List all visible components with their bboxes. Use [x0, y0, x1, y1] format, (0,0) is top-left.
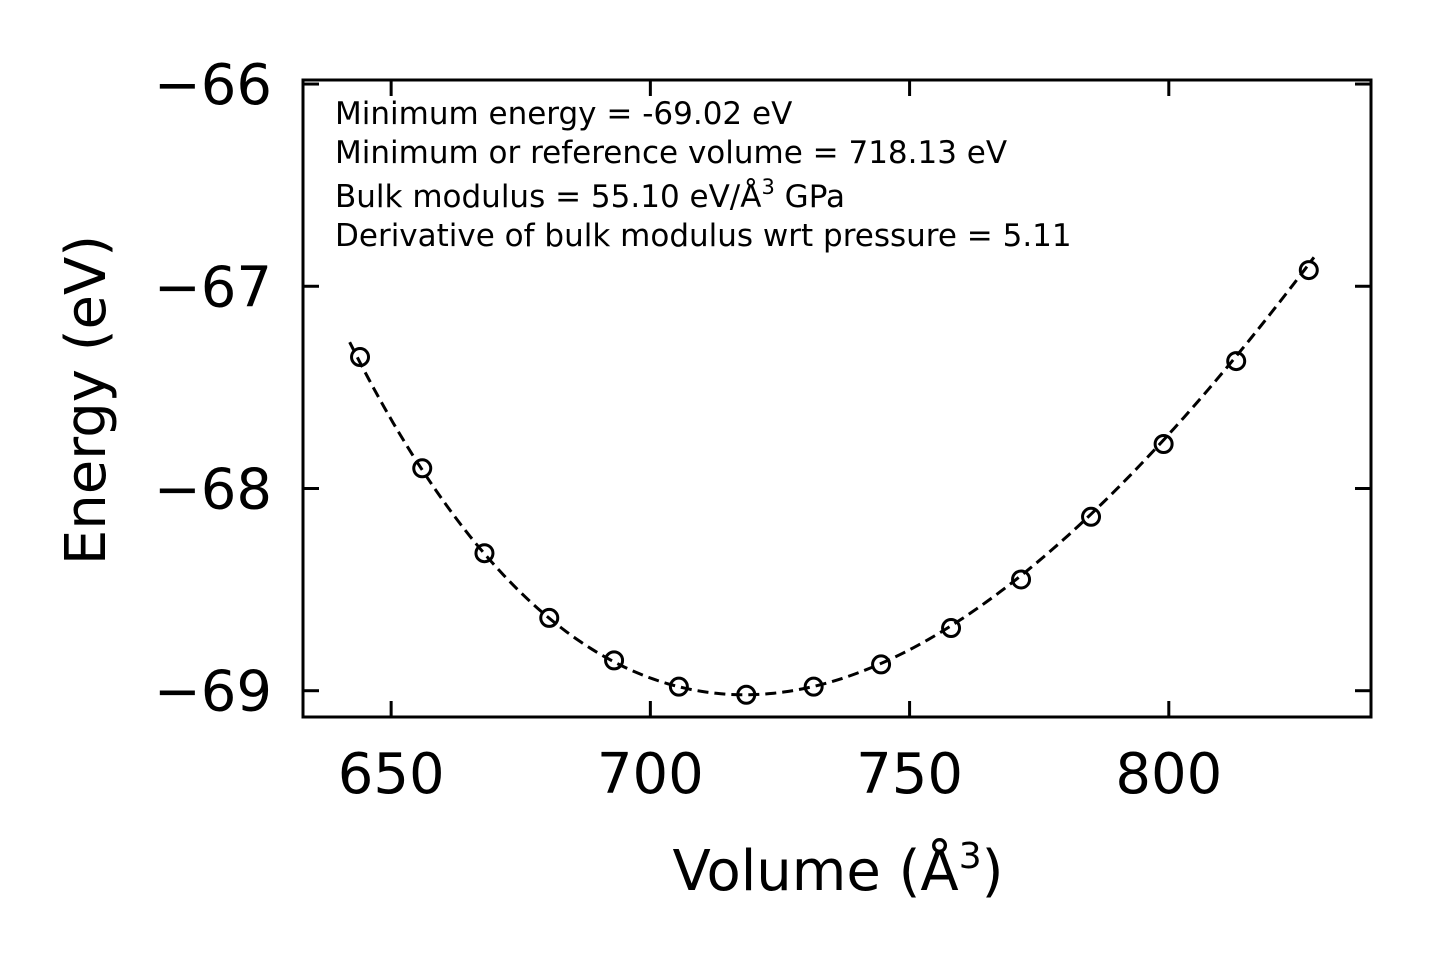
y-tick-label-0: −66 — [154, 53, 272, 118]
annotation-bulk-modulus-unit: GPa — [775, 179, 845, 215]
annotation-box: Minimum energy = -69.02 eV Minimum or re… — [335, 96, 1072, 254]
annotation-bulk-modulus-text: Bulk modulus = 55.10 eV/Å — [335, 179, 761, 215]
y-tick-label-3: −69 — [154, 660, 272, 725]
plot-frame — [301, 78, 1373, 719]
x-tick-label-800: 800 — [1115, 742, 1222, 807]
data-point-1 — [412, 458, 433, 479]
data-points-layer — [350, 260, 1319, 705]
data-point-3 — [539, 607, 560, 628]
x-axis-title-superscript: 3 — [959, 836, 982, 877]
data-point-8 — [871, 654, 892, 675]
data-point-7 — [803, 676, 824, 697]
data-point-9 — [941, 618, 962, 639]
fit-curve — [348, 256, 1316, 697]
x-tick-label-700: 700 — [597, 742, 704, 807]
y-tick-label-1: −67 — [154, 255, 272, 320]
data-point-13 — [1226, 351, 1247, 372]
data-point-2 — [474, 543, 495, 564]
annotation-min-energy: Minimum energy = -69.02 eV — [335, 96, 792, 132]
data-point-5 — [668, 676, 689, 697]
x-axis-title-text: Volume (Å — [673, 838, 959, 904]
data-point-11 — [1081, 506, 1102, 527]
annotation-bulk-modulus-superscript: 3 — [761, 175, 774, 199]
data-point-10 — [1011, 569, 1032, 590]
x-axis-title: Volume (Å3) — [673, 836, 1004, 904]
data-point-4 — [604, 650, 625, 671]
y-axis-title: Energy (eV) — [54, 235, 119, 565]
annotation-bulk-derivative: Derivative of bulk modulus wrt pressure … — [335, 218, 1072, 254]
ticks-layer: 650 700 750 800 −66 −67 −68 −69 — [154, 53, 1371, 807]
data-point-0 — [350, 347, 371, 368]
data-point-14 — [1298, 260, 1319, 281]
x-tick-label-650: 650 — [338, 742, 445, 807]
y-tick-label-2: −68 — [154, 457, 272, 522]
x-tick-label-750: 750 — [856, 742, 963, 807]
annotation-bulk-modulus: Bulk modulus = 55.10 eV/Å3 GPa — [335, 175, 845, 215]
x-axis-title-end: ) — [982, 839, 1004, 904]
annotation-ref-volume: Minimum or reference volume = 718.13 eV — [335, 135, 1007, 171]
fit-curve-layer — [348, 256, 1316, 697]
data-point-6 — [736, 684, 757, 705]
data-point-12 — [1153, 434, 1174, 454]
